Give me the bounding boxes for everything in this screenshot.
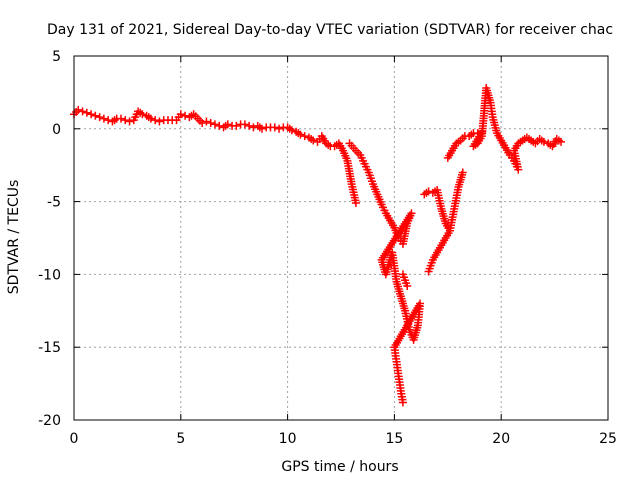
data-point (198, 118, 207, 127)
data-point (257, 124, 266, 133)
data-point (309, 136, 318, 145)
data-point (539, 137, 548, 146)
x-tick-label: 15 (385, 431, 403, 447)
data-point (155, 117, 164, 126)
y-tick-label: 5 (52, 49, 61, 65)
y-ticks: 5 0 -5 -10 -15 -20 (38, 49, 608, 429)
x-tick-label: 5 (176, 431, 185, 447)
data-point (557, 137, 566, 146)
x-tick-label: 20 (492, 431, 510, 447)
data-point (176, 110, 185, 119)
data-point (270, 123, 279, 132)
x-tick-label: 25 (599, 431, 617, 447)
data-point (99, 114, 108, 123)
y-tick-label: -15 (38, 340, 61, 356)
data-point (240, 120, 249, 129)
data-points (70, 84, 566, 407)
y-tick-label: 0 (52, 122, 61, 138)
plot-frame (73, 55, 609, 421)
data-point (116, 114, 125, 123)
y-tick-label: -10 (38, 267, 61, 283)
data-point (87, 110, 96, 119)
data-point (403, 282, 412, 291)
data-point (78, 107, 87, 116)
data-point (275, 124, 284, 133)
x-axis-label: GPS time / hours (281, 459, 398, 475)
x-ticks: 0 5 10 15 20 25 (70, 56, 617, 447)
x-tick-label: 0 (70, 431, 79, 447)
data-point (121, 116, 130, 125)
data-point (445, 226, 454, 235)
data-point (125, 117, 134, 126)
x-tick-label: 10 (279, 431, 297, 447)
data-point (146, 114, 155, 123)
data-point (151, 116, 160, 125)
chart-title: Day 131 of 2021, Sidereal Day-to-day VTE… (47, 22, 613, 38)
data-point (206, 118, 215, 127)
data-point (223, 120, 232, 129)
y-tick-label: -20 (38, 413, 61, 429)
y-tick-label: -5 (47, 195, 61, 211)
data-point (138, 110, 147, 119)
data-point (296, 130, 305, 139)
data-point (202, 117, 211, 126)
data-point (91, 111, 100, 120)
data-point (287, 126, 296, 135)
data-point (232, 121, 241, 130)
data-point (398, 398, 407, 407)
data-point (95, 113, 104, 122)
data-point (245, 121, 254, 130)
grid (74, 56, 608, 420)
data-point (351, 199, 360, 208)
data-point (74, 105, 83, 114)
data-point (458, 168, 467, 177)
data-point (300, 132, 309, 141)
y-axis-label: SDTVAR / TECUs (6, 180, 22, 295)
data-point (210, 120, 219, 129)
data-point (82, 108, 91, 117)
